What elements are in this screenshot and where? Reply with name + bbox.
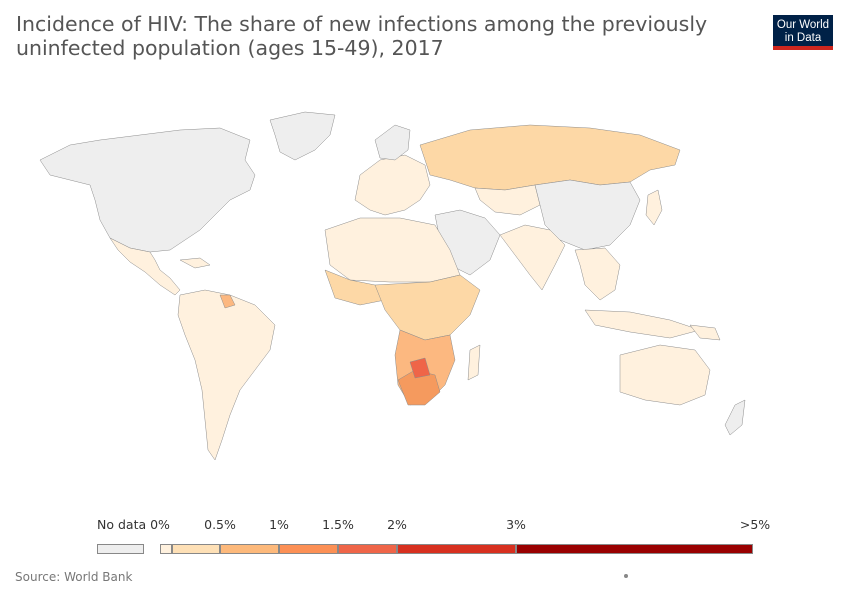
no-data-label: No data: [97, 517, 147, 532]
logo-line-1: Our World: [776, 19, 830, 31]
chart-title: Incidence of HIV: The share of new infec…: [16, 12, 708, 60]
region-scandinavia: [374, 124, 411, 161]
legend-bin-4: [397, 544, 516, 554]
region-mexico: [109, 237, 181, 296]
legend-tick-4: 2%: [387, 517, 407, 532]
region-russia: [419, 124, 681, 191]
region-europe: [354, 154, 431, 216]
legend-bin-1: [220, 544, 279, 554]
region-png: [689, 324, 721, 341]
region-north-america: [39, 127, 256, 253]
region-central-asia: [474, 184, 541, 216]
region-australia: [619, 344, 711, 406]
logo-line-2: in Data: [784, 32, 822, 44]
region-china: [534, 179, 641, 251]
legend-bin-5: [516, 544, 753, 554]
legend-bin-3: [338, 544, 397, 554]
legend-tick-2: 1%: [269, 517, 289, 532]
legend-bin-low: [160, 544, 172, 554]
no-data-swatch: [97, 544, 144, 554]
legend-tick-3: 1.5%: [322, 517, 354, 532]
region-southeast-asia: [574, 247, 621, 301]
region-japan: [645, 189, 663, 226]
region-greenland: [269, 111, 336, 161]
world-map[interactable]: [30, 100, 790, 480]
region-south-america: [177, 289, 276, 461]
legend-bin-0: [172, 544, 220, 554]
region-caribbean: [179, 257, 211, 269]
decorative-dot: [624, 574, 628, 578]
region-indonesia: [584, 309, 701, 339]
region-botswana: [409, 357, 431, 379]
legend-tick-6: >5%: [739, 517, 771, 532]
region-south-asia: [499, 224, 566, 291]
region-venezuela-guyana: [219, 294, 236, 309]
legend-tick-5: 3%: [506, 517, 526, 532]
legend-bin-2: [279, 544, 338, 554]
region-central-africa: [374, 274, 481, 341]
region-madagascar: [467, 344, 481, 381]
map-legend: No data 0% 0.5% 1% 1.5% 2% 3% >5%: [0, 510, 850, 560]
legend-tick-1: 0.5%: [204, 517, 236, 532]
source-note: Source: World Bank: [15, 570, 133, 584]
owid-logo[interactable]: Our World in Data: [773, 15, 833, 50]
region-new-zealand: [724, 399, 746, 436]
legend-tick-0: 0%: [150, 517, 170, 532]
